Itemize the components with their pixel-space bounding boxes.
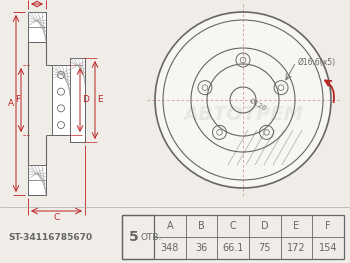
Text: A: A <box>8 99 14 108</box>
Text: F: F <box>326 221 331 231</box>
Circle shape <box>155 12 331 188</box>
Bar <box>70 58 85 142</box>
Bar <box>52 65 70 135</box>
Bar <box>28 165 46 195</box>
Bar <box>52 65 70 135</box>
Bar <box>28 12 46 42</box>
Text: A: A <box>167 221 173 231</box>
Text: E: E <box>97 95 103 104</box>
Text: E: E <box>293 221 300 231</box>
Bar <box>70 58 85 142</box>
Text: ST-34116785670: ST-34116785670 <box>8 232 92 241</box>
Bar <box>28 12 46 42</box>
Text: 348: 348 <box>161 243 179 253</box>
Text: 154: 154 <box>319 243 337 253</box>
Bar <box>28 12 46 42</box>
Text: АВТОТРЕМ: АВТОТРЕМ <box>183 105 303 124</box>
Bar <box>70 58 85 142</box>
Bar <box>122 215 344 259</box>
Text: 75: 75 <box>259 243 271 253</box>
Text: B: B <box>34 0 40 2</box>
Bar <box>122 215 154 259</box>
Text: Ø120: Ø120 <box>248 98 267 112</box>
Text: C: C <box>53 213 60 222</box>
Bar <box>28 165 46 195</box>
Text: OTB.: OTB. <box>140 232 162 241</box>
Text: B: B <box>198 221 205 231</box>
Text: F: F <box>15 95 20 104</box>
Text: 36: 36 <box>195 243 208 253</box>
Bar <box>52 65 70 135</box>
Text: 66.1: 66.1 <box>223 243 244 253</box>
Text: Ø16.6(x5): Ø16.6(x5) <box>298 58 336 67</box>
Text: 172: 172 <box>287 243 306 253</box>
Text: D: D <box>82 95 89 104</box>
Bar <box>28 165 46 195</box>
Text: C: C <box>230 221 237 231</box>
Text: D: D <box>261 221 269 231</box>
Text: 5: 5 <box>129 230 139 244</box>
